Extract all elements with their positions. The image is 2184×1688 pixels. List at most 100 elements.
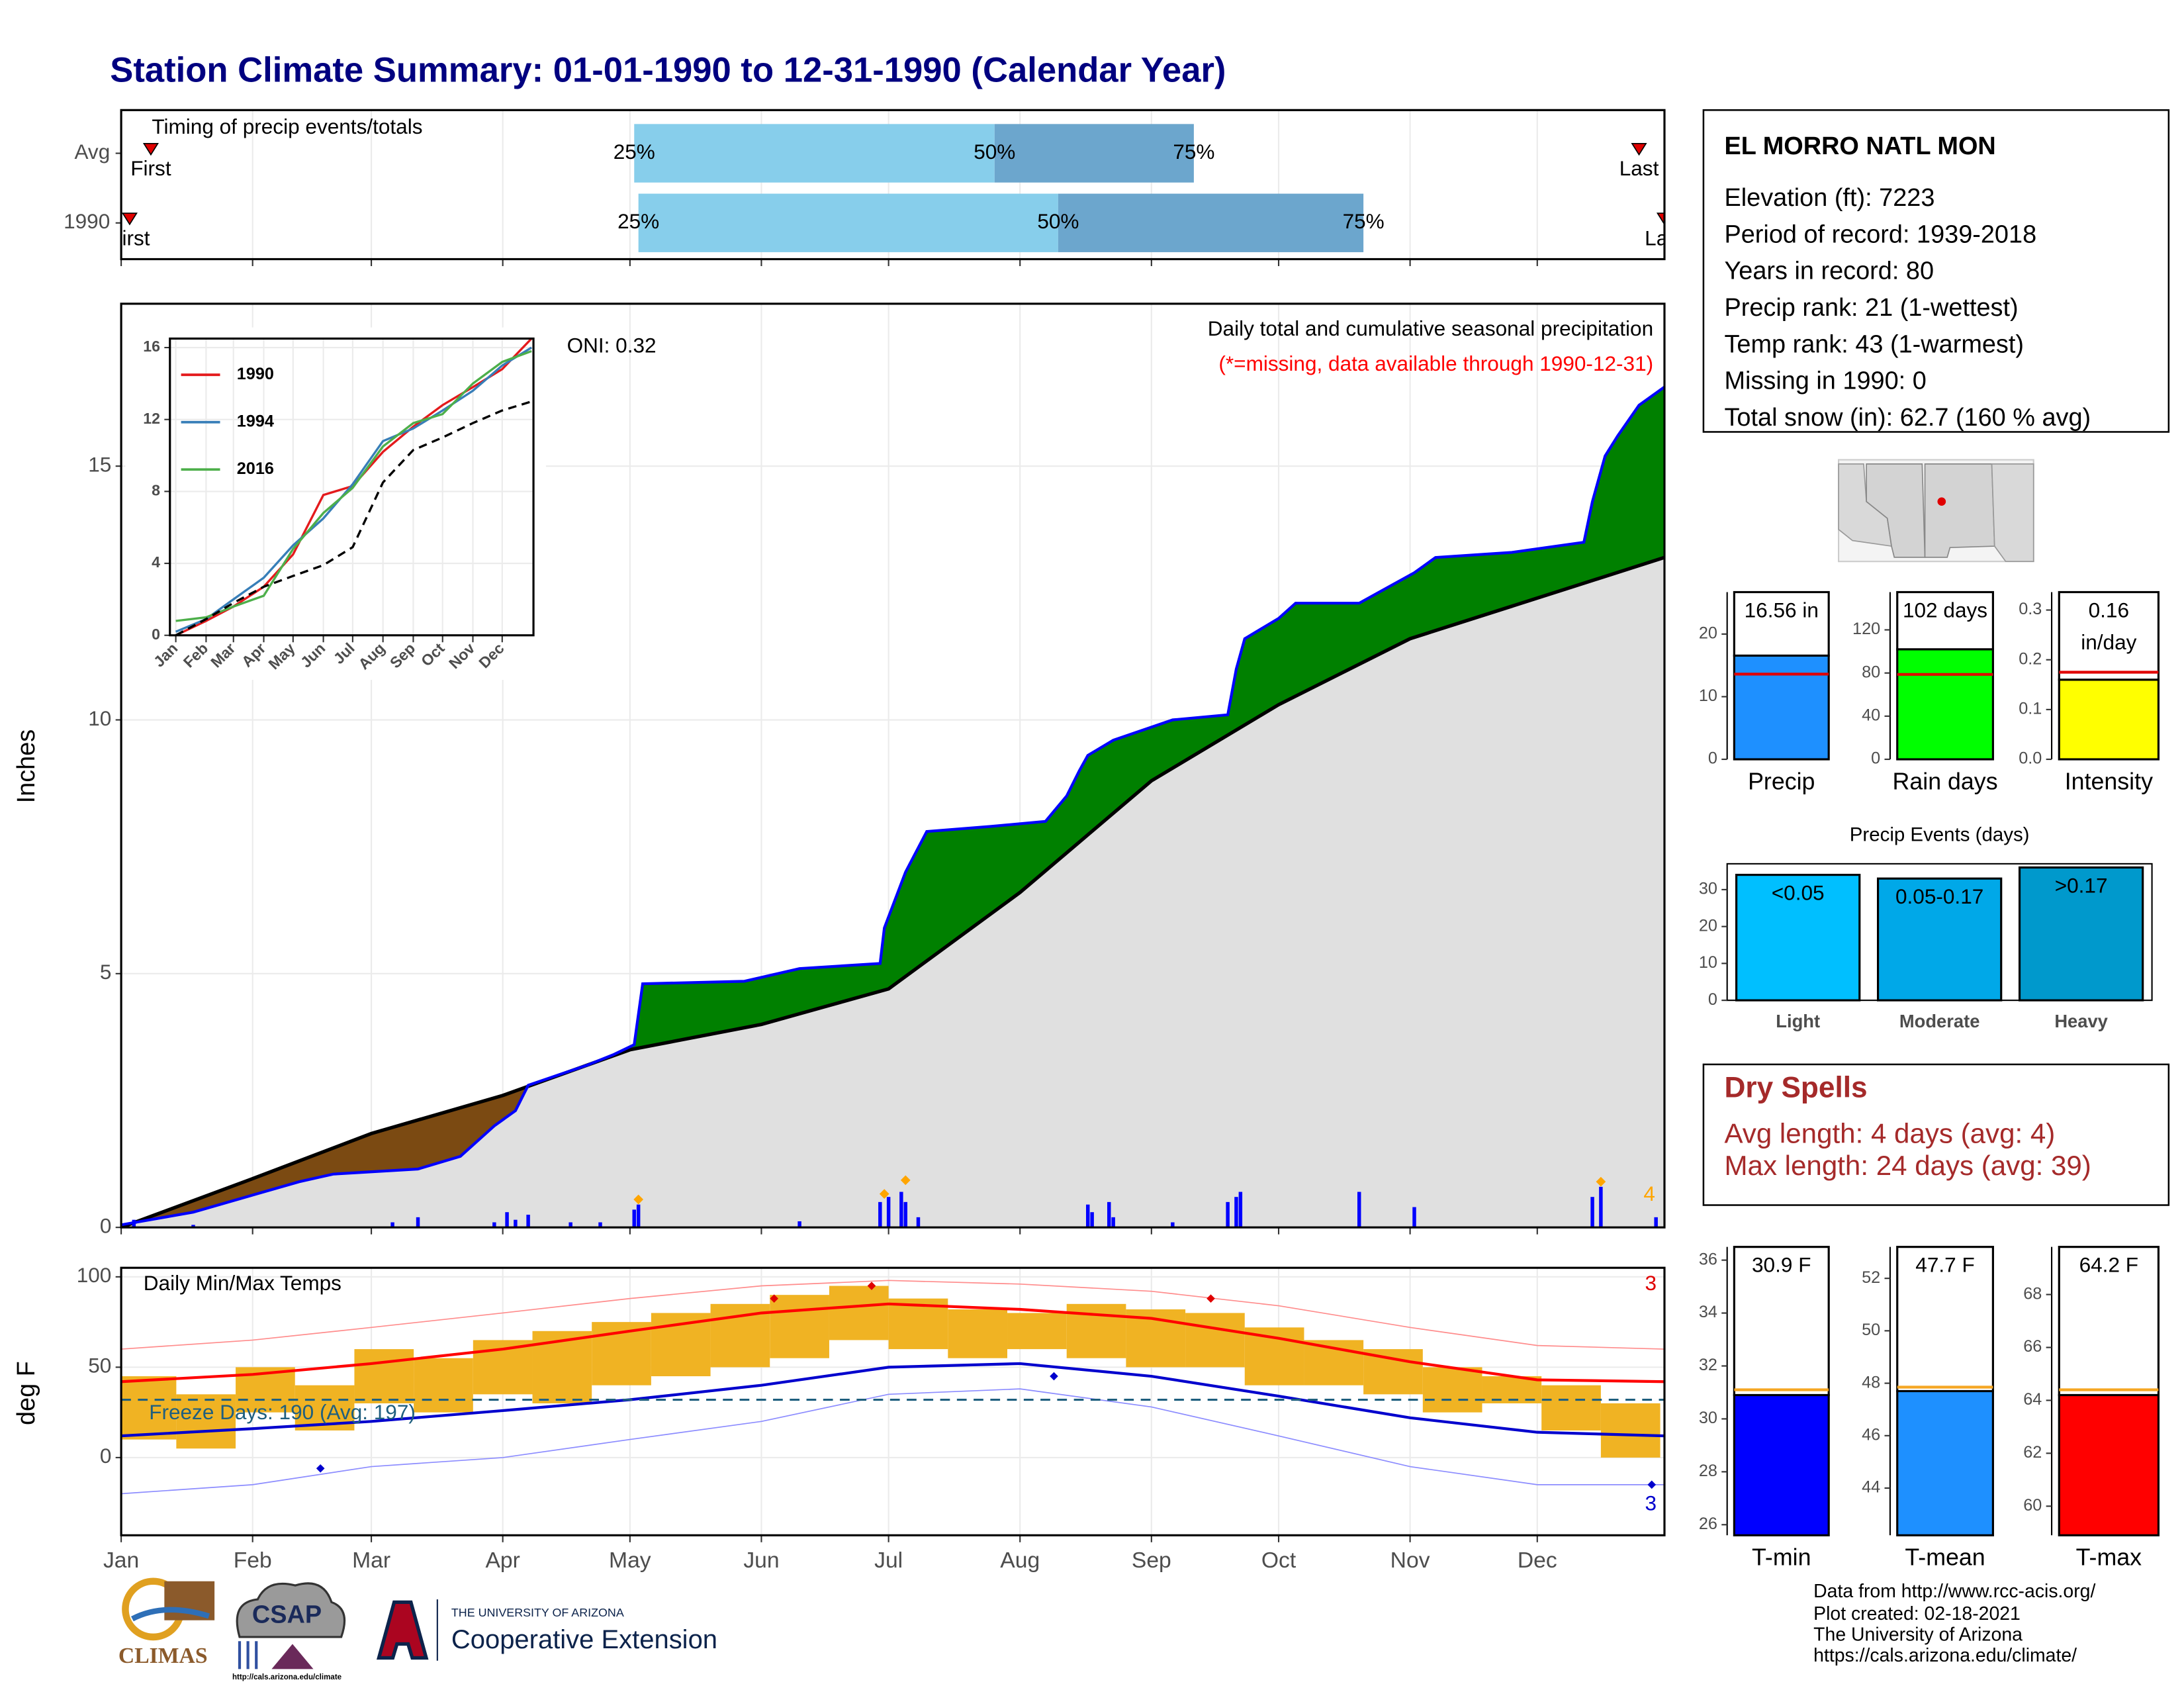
- x-tick-label: Apr: [485, 1548, 520, 1573]
- y-tick-label: 0.1: [2019, 700, 2042, 718]
- x-tick-label: Sep: [1132, 1548, 1171, 1573]
- daily-bar: [886, 1197, 891, 1228]
- y-tick-label: 8: [152, 481, 160, 498]
- x-tick-label: Jan: [103, 1548, 139, 1573]
- y-tick-label: 48: [1862, 1373, 1880, 1391]
- value-label-box: [1896, 590, 1994, 651]
- daily-bar: [132, 1219, 136, 1228]
- category-label: T-mean: [1905, 1544, 1985, 1571]
- daily-range-bar: [1600, 1403, 1661, 1458]
- value-label: 47.7 F: [1915, 1254, 1975, 1278]
- panel-frame: [120, 1266, 1666, 1536]
- timing-rows: 25% 50% 75% First Last 25% 50% 75% First Last: [109, 124, 1664, 252]
- daily-bar: [797, 1221, 801, 1228]
- daily-bar: [636, 1204, 641, 1228]
- logo-shape: [238, 1641, 258, 1669]
- y-tick-label: 12: [143, 410, 160, 427]
- inset-lines: [175, 338, 533, 635]
- record-marker: [867, 1282, 876, 1290]
- daily-range-bar: [354, 1349, 414, 1403]
- value-label-holder: 16.56 in: [1745, 599, 1819, 623]
- daily-bar: [505, 1212, 509, 1228]
- value-label: 102 days: [1902, 599, 1988, 623]
- station-line: Elevation (ft): 7223: [1724, 184, 1934, 212]
- category-label: T-max: [2076, 1544, 2142, 1571]
- record-marker: [1050, 1372, 1058, 1381]
- event-marker: [121, 212, 138, 226]
- station-line: Years in record: 80: [1724, 258, 1934, 285]
- footer-line: https://cals.arizona.edu/climate/: [1813, 1645, 2077, 1666]
- legend-label: 2016: [237, 459, 274, 478]
- daily-bar: [903, 1201, 907, 1228]
- category-label: Rain days: [1893, 768, 1998, 794]
- extreme-marker: [1596, 1176, 1606, 1187]
- chart-note: (*=missing, data available through 1990-…: [1218, 352, 1653, 375]
- y-tick-label: 5: [100, 960, 112, 984]
- panel-frame: [120, 303, 1666, 1229]
- daily-range-bar: [1007, 1313, 1067, 1350]
- extreme-count: 4: [1643, 1182, 1655, 1205]
- chart-title: Precip Events (days): [1850, 824, 2030, 846]
- bar: [2058, 679, 2160, 761]
- y-tick-label: 15: [88, 453, 111, 477]
- daily-bar: [492, 1222, 496, 1228]
- series-line: [175, 400, 532, 635]
- event-label: First: [109, 226, 150, 250]
- value-label-holder: 64.2 F: [2079, 1254, 2139, 1278]
- value-label-holder: 30.9 F: [1752, 1254, 1811, 1278]
- daily-range-bar: [176, 1394, 236, 1449]
- y-tick-label: 120: [1852, 620, 1880, 638]
- record-count: 3: [1645, 1491, 1657, 1515]
- x-tick-label: Feb: [234, 1548, 272, 1573]
- value-label-holder: 0.16 in/day: [2081, 599, 2136, 655]
- bar: [1896, 648, 1994, 761]
- y-tick-label: 50: [88, 1354, 111, 1378]
- value-label-box: [1733, 1246, 1830, 1397]
- panel-frame: [169, 337, 535, 637]
- daily-range-bar: [1185, 1313, 1245, 1368]
- bar: [1876, 877, 2003, 1002]
- daily-bar: [514, 1219, 518, 1228]
- category-label: Light: [1776, 1011, 1820, 1031]
- event-marker: [1656, 212, 1664, 226]
- y-tick-label: 64: [2023, 1390, 2042, 1409]
- extreme-marker: [879, 1189, 889, 1199]
- logo-shape: [236, 1582, 346, 1638]
- csap-logo: CSAP http://cals.arizona.edu/climate: [232, 1582, 346, 1681]
- percent-label: 75%: [1173, 140, 1214, 164]
- daily-bar: [1412, 1207, 1416, 1228]
- extreme-marker: [633, 1194, 644, 1205]
- x-tick-label: Dec: [1518, 1548, 1557, 1573]
- y-tick-label: 20: [1699, 916, 1717, 935]
- chart-subtitle: Daily Min/Max Temps: [144, 1271, 341, 1295]
- daily-bar: [1226, 1201, 1230, 1228]
- daily-bar: [1654, 1217, 1658, 1228]
- y-tick-label: 46: [1862, 1425, 1880, 1444]
- percent-label: 75%: [1343, 209, 1385, 233]
- record-marker: [316, 1464, 325, 1473]
- daily-bar: [1357, 1192, 1361, 1228]
- row-label: 1990: [64, 209, 110, 233]
- footer-line: Plot created: 02-18-2021: [1813, 1603, 2021, 1624]
- x-tick-label: Aug: [1000, 1548, 1040, 1573]
- bar: [2058, 1393, 2160, 1536]
- category-label: T-min: [1752, 1544, 1811, 1571]
- percent-label: 50%: [974, 140, 1015, 164]
- temp-plot: [121, 1280, 1664, 1495]
- page-title: Station Climate Summary: 01-01-1990 to 1…: [110, 50, 1226, 89]
- daily-range-bar: [414, 1358, 473, 1413]
- logo-shape: [376, 1600, 429, 1660]
- value-label-box: [2058, 1246, 2160, 1397]
- y-tick-label: 10: [1699, 686, 1717, 705]
- category-label: Heavy: [2054, 1011, 2108, 1031]
- y-tick-label: 0.2: [2019, 649, 2042, 668]
- daily-bar: [1171, 1222, 1175, 1228]
- footer-line: Data from http://www.rcc-acis.org/: [1813, 1581, 2095, 1602]
- logo-text: http://cals.arizona.edu/climate: [232, 1673, 342, 1681]
- y-tick-label: 52: [1862, 1268, 1880, 1287]
- y-tick-label: 20: [1699, 624, 1717, 643]
- y-tick-label: 44: [1862, 1478, 1880, 1497]
- station-name: EL MORRO NATL MON: [1724, 132, 1995, 160]
- y-tick-label: 80: [1862, 663, 1880, 681]
- plot-area: [121, 385, 1664, 1228]
